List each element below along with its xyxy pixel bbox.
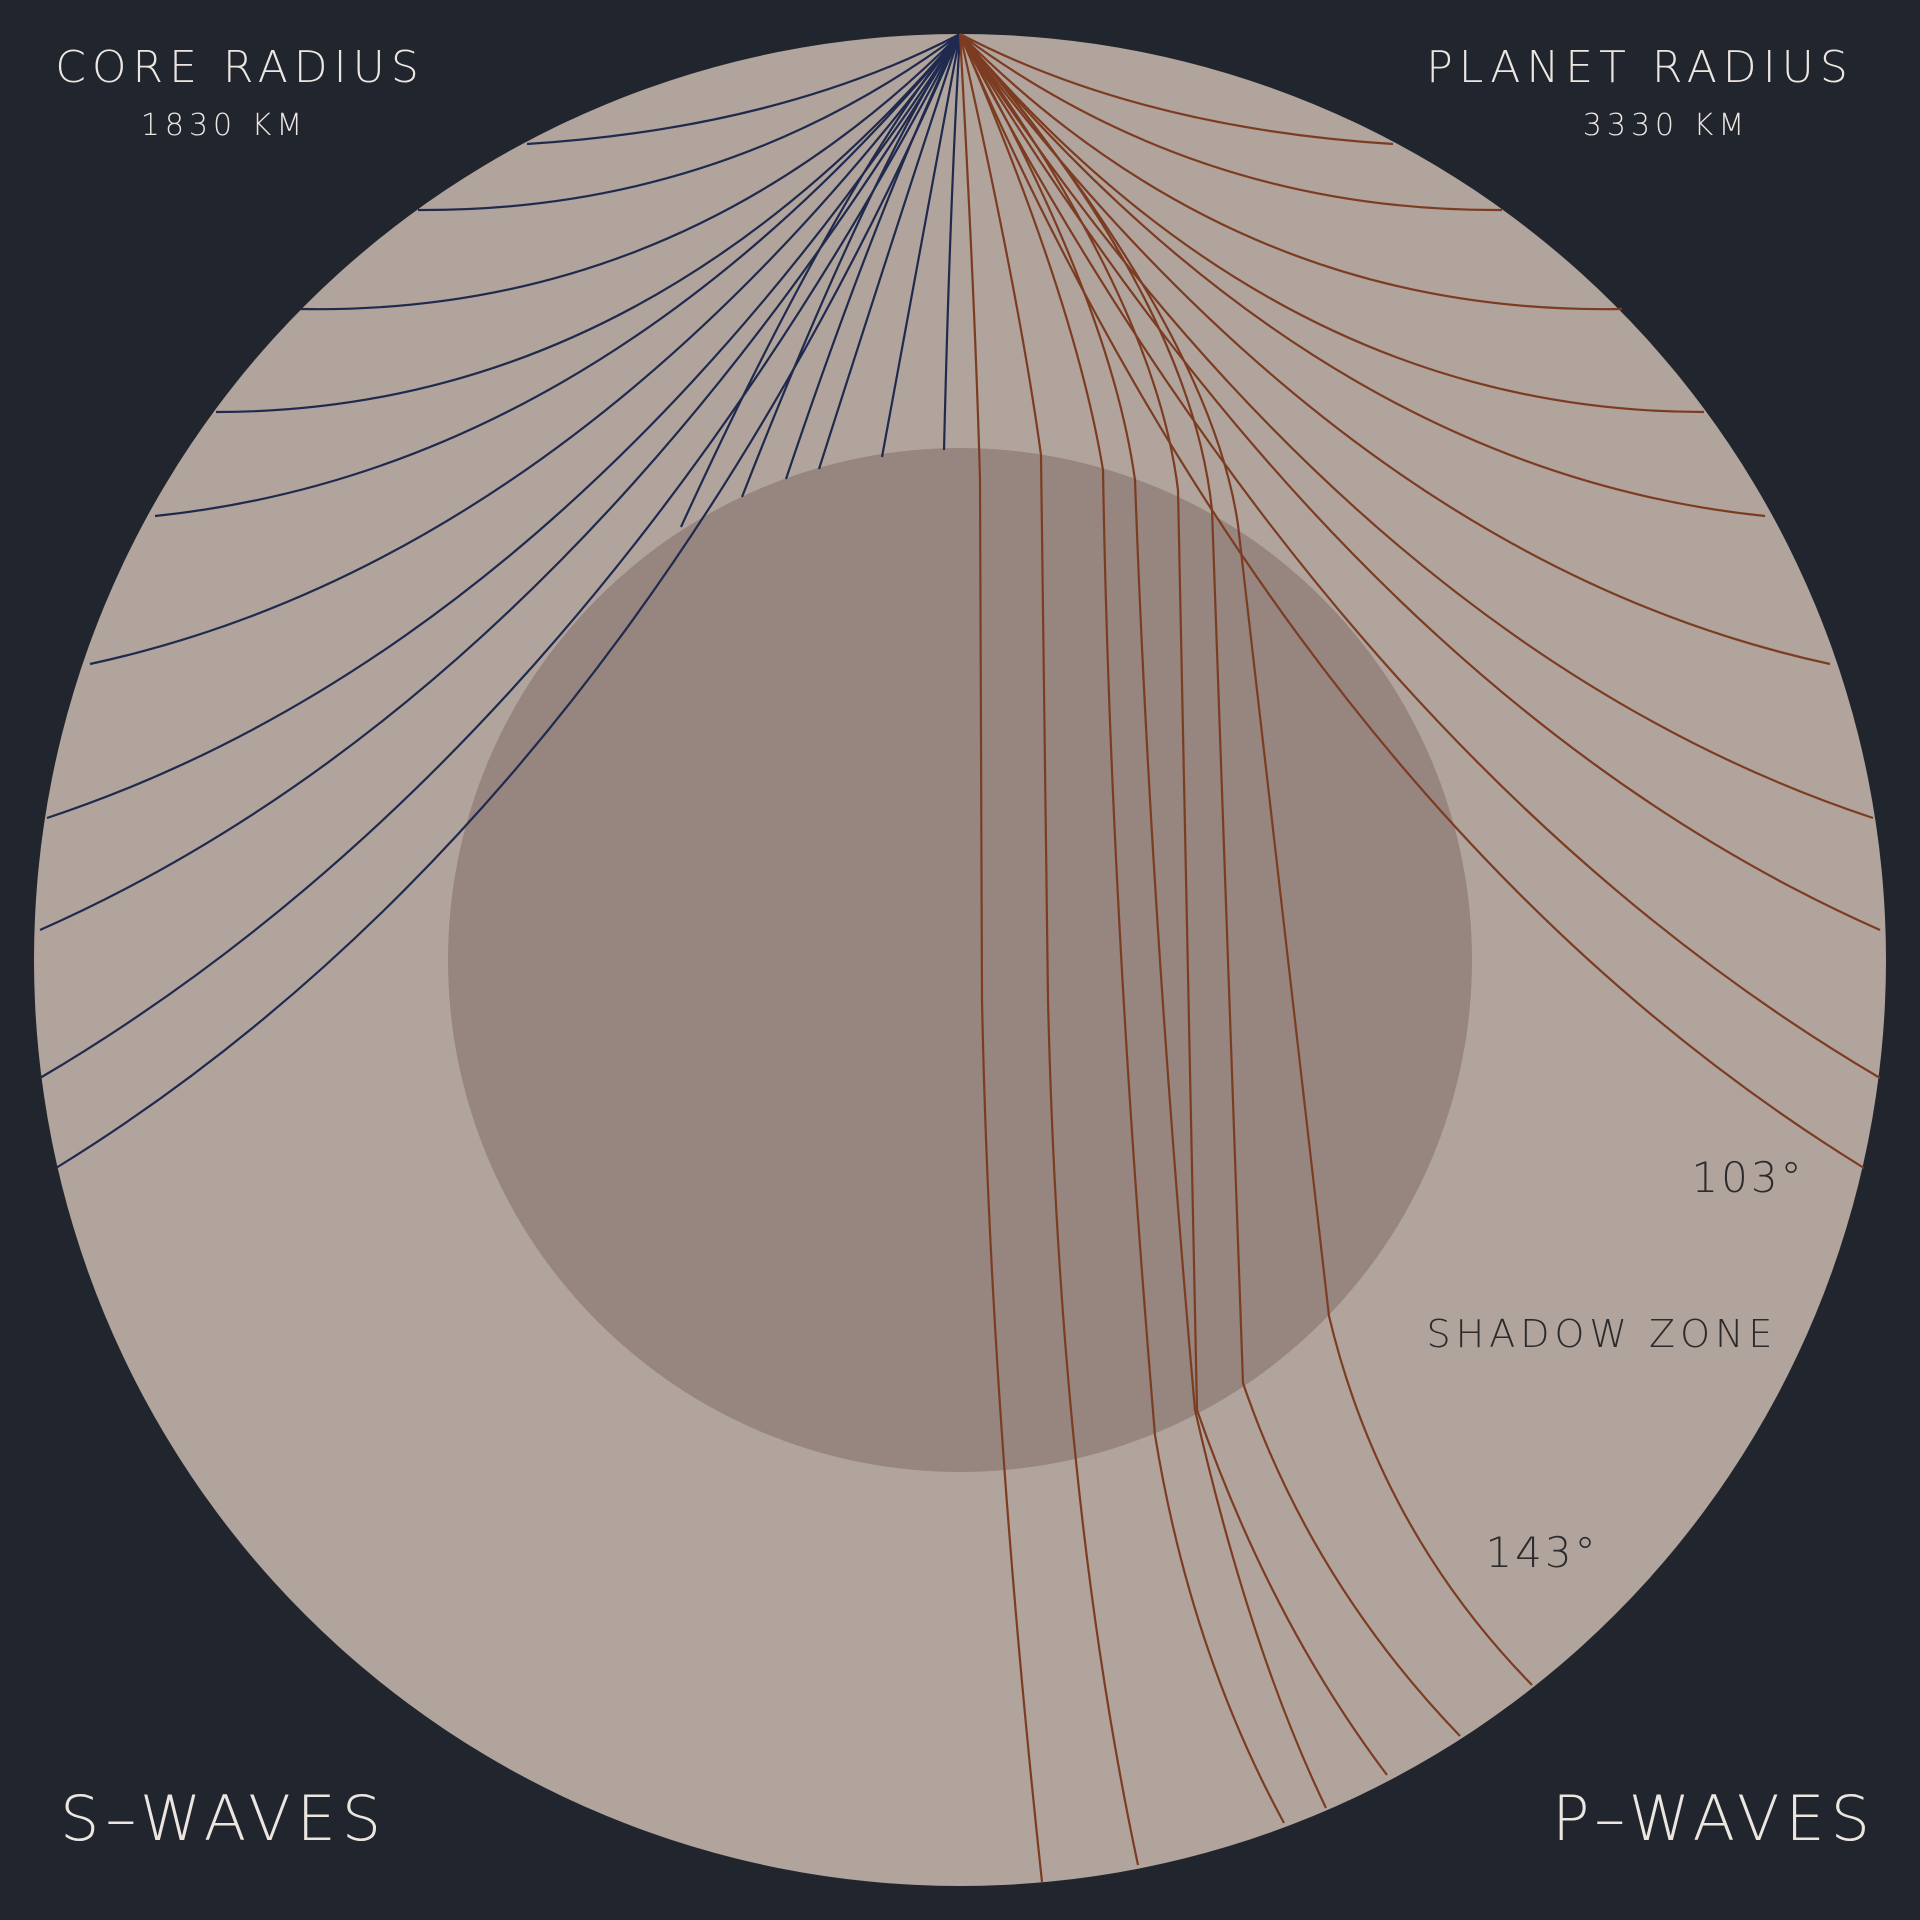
s-wave-ray: [880, 33, 962, 458]
p-wave-ray: [959, 33, 1705, 414]
s-waves-label: S–WAVES: [60, 1782, 387, 1855]
p-wave-ray: [959, 33, 1874, 820]
planet-core: [448, 448, 1472, 1472]
s-wave-ray: [417, 33, 961, 212]
s-wave-ray: [55, 33, 962, 1169]
s-wave-ray: [154, 33, 961, 518]
p-wave-ray: [959, 33, 1533, 1686]
s-wave-ray: [215, 33, 961, 414]
p-wave-ray: [959, 33, 1766, 518]
shadow-zone-label: SHADOW ZONE: [1427, 1312, 1778, 1356]
p-wave-ray: [959, 33, 1881, 1079]
p-wave-ray: [959, 33, 1503, 212]
p-wave-ray: [959, 33, 1623, 311]
s-wave-ray: [89, 33, 961, 666]
planet-radius-title: PLANET RADIUS: [1426, 42, 1854, 93]
p-wave-ray: [959, 33, 1831, 666]
s-wave-ray: [46, 33, 961, 820]
s-wave-ray: [39, 33, 961, 932]
p-wave-rays: [958, 33, 1881, 1883]
core-radius-title: CORE RADIUS: [55, 42, 425, 93]
s-wave-rays: [39, 33, 962, 1169]
p-waves-label: P–WAVES: [1552, 1782, 1876, 1855]
s-wave-ray: [39, 33, 961, 1079]
s-wave-ray: [817, 33, 962, 470]
p-wave-ray: [958, 33, 1865, 1169]
planet-radius-value: 3330 KM: [1583, 108, 1749, 143]
p-wave-ray: [958, 33, 1285, 1824]
p-wave-ray: [958, 33, 1044, 1883]
p-wave-ray: [959, 33, 1327, 1809]
s-wave-ray: [680, 33, 961, 528]
angle-103-label: 103°: [1691, 1153, 1804, 1202]
p-wave-ray: [958, 33, 1140, 1866]
p-wave-ray: [959, 33, 1388, 1776]
angle-143-label: 143°: [1485, 1528, 1598, 1577]
p-wave-ray: [959, 33, 1394, 146]
s-wave-ray: [526, 33, 961, 146]
s-wave-ray: [299, 33, 961, 311]
s-wave-ray: [942, 33, 962, 451]
core-radius-value: 1830 KM: [141, 108, 307, 143]
s-wave-ray: [784, 33, 961, 480]
s-wave-ray: [740, 33, 961, 498]
